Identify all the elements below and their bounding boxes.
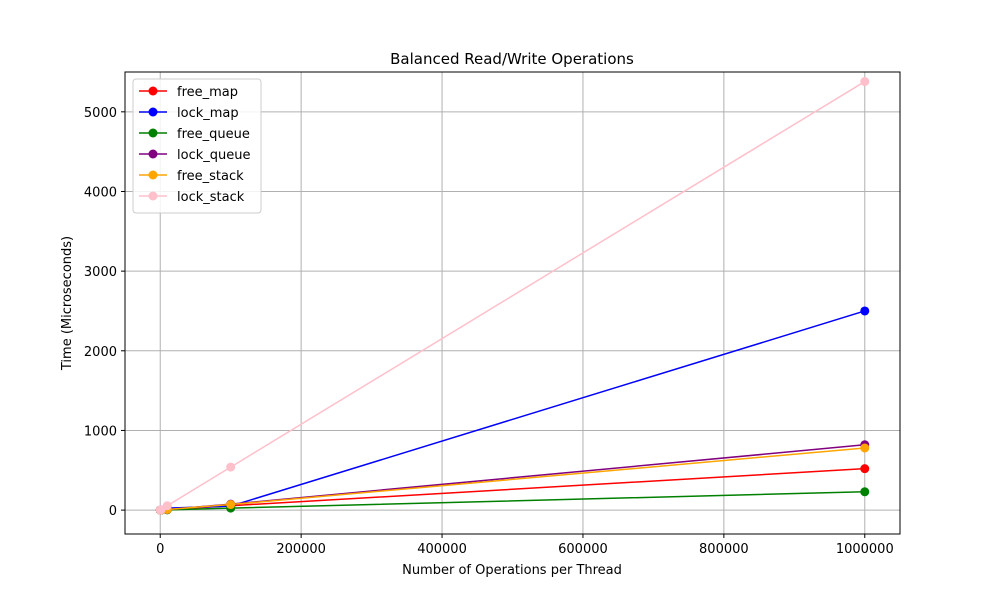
x-tick-label: 1000000 bbox=[836, 542, 894, 557]
legend-marker-lock_stack bbox=[148, 191, 158, 201]
series-line-lock_stack bbox=[159, 80, 866, 511]
legend-marker-free_map bbox=[148, 86, 158, 96]
y-axis-label: Time (Microseconds) bbox=[60, 236, 75, 371]
plot-area-frame bbox=[124, 71, 901, 535]
x-tick-label: 0 bbox=[156, 542, 164, 557]
legend-label-free_queue: free_queue bbox=[177, 127, 250, 142]
legend: free_map lock_map free_queue lock_queuefree… bbox=[132, 78, 262, 214]
y-tick-label: 0 bbox=[109, 504, 117, 519]
series-lock_map bbox=[155, 306, 870, 515]
axis-ticks: 0 200000 400000 600000 800000 1000000 0 1000 200… bbox=[84, 106, 894, 557]
data-point-free_map bbox=[860, 464, 870, 474]
legend-marker-free_queue bbox=[148, 128, 158, 138]
x-tick-label: 400000 bbox=[417, 542, 467, 557]
legend-label-lock_queue: lock_queue bbox=[177, 148, 250, 163]
chart-title: Balanced Read/Write Operations bbox=[390, 50, 634, 68]
data-point-free_stack bbox=[860, 443, 870, 453]
y-tick-label: 1000 bbox=[84, 424, 117, 439]
data-point-lock_stack bbox=[226, 462, 236, 472]
series-line-lock_map bbox=[160, 310, 865, 511]
data-point-lock_map bbox=[860, 306, 870, 316]
y-tick-label: 3000 bbox=[84, 265, 117, 280]
legend-marker-lock_queue bbox=[148, 149, 158, 159]
legend-label-free_map: free_map bbox=[177, 85, 238, 100]
legend-marker-lock_map bbox=[148, 107, 158, 117]
legend-label-lock_stack: lock_stack bbox=[177, 190, 245, 205]
x-tick-label: 800000 bbox=[699, 542, 749, 557]
data-point-lock_stack bbox=[860, 77, 870, 87]
data-point-lock_stack bbox=[162, 501, 172, 511]
legend-marker-free_stack bbox=[148, 170, 158, 180]
y-tick-label: 4000 bbox=[84, 185, 117, 200]
data-point-free_queue bbox=[860, 487, 870, 497]
legend-label-free_stack: free_stack bbox=[177, 169, 244, 184]
y-tick-label: 5000 bbox=[84, 106, 117, 121]
series-lock_stack bbox=[155, 77, 870, 515]
y-tick-label: 2000 bbox=[84, 345, 117, 360]
x-tick-label: 600000 bbox=[558, 542, 608, 557]
x-axis-label: Number of Operations per Thread bbox=[402, 563, 622, 578]
series-lines bbox=[155, 77, 870, 515]
x-tick-label: 200000 bbox=[276, 542, 326, 557]
data-point-free_stack bbox=[226, 500, 236, 510]
legend-label-lock_map: lock_map bbox=[177, 106, 239, 121]
series-line-free_map bbox=[160, 467, 865, 511]
